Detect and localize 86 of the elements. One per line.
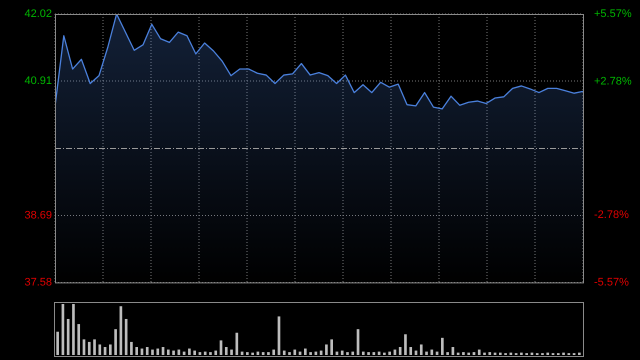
bar [235, 332, 238, 355]
bar [93, 339, 96, 355]
bar [420, 344, 423, 355]
bar [124, 318, 128, 355]
bar [82, 339, 86, 355]
bar [256, 352, 260, 355]
bar [472, 352, 476, 355]
bar [66, 318, 70, 355]
bar [430, 350, 434, 355]
bar [425, 352, 428, 355]
bar [394, 350, 396, 355]
bar [330, 339, 334, 355]
y2-tick-label: -5.57% [594, 276, 630, 288]
y-tick-label: 40.91 [24, 75, 52, 88]
bar [452, 347, 454, 355]
bar [209, 352, 212, 355]
bar [436, 352, 438, 355]
bar [77, 324, 80, 355]
bar [314, 352, 318, 355]
bar [309, 352, 312, 355]
bar [378, 352, 380, 355]
bar [230, 350, 233, 355]
bar [178, 350, 180, 355]
bar [267, 352, 270, 355]
bar [293, 350, 296, 355]
bar [272, 350, 276, 355]
y2-tick-label: +5.57% [594, 8, 632, 20]
bar [88, 342, 91, 355]
bar [224, 347, 228, 355]
bar [478, 350, 481, 355]
bar [404, 334, 407, 355]
bar [109, 344, 112, 355]
bar [220, 340, 222, 355]
bar [304, 348, 307, 355]
bar [156, 348, 160, 355]
bar [488, 352, 492, 355]
bar [336, 352, 338, 355]
y-tick-label: 37.58 [24, 276, 52, 288]
bar [320, 350, 322, 355]
bar [182, 352, 186, 355]
bar [362, 352, 365, 355]
bar [120, 306, 122, 355]
bar [414, 350, 418, 355]
bar [325, 344, 328, 355]
bar [298, 352, 302, 355]
bar [278, 316, 280, 355]
bar [135, 347, 138, 355]
bar [166, 350, 170, 355]
bar [388, 352, 391, 355]
bar [372, 352, 376, 355]
bar [240, 352, 244, 355]
bar [351, 352, 354, 355]
bar [98, 344, 102, 355]
bar [130, 342, 133, 355]
y-tick-label: 38.69 [24, 209, 52, 222]
bar [441, 338, 444, 355]
bar [151, 350, 154, 355]
bar [114, 329, 117, 355]
bar [340, 350, 344, 355]
bar [198, 352, 202, 355]
bar [246, 352, 249, 355]
bar [288, 352, 291, 355]
bar [356, 329, 360, 355]
bar [204, 352, 207, 355]
y2-tick-label: +2.78% [594, 75, 632, 88]
bar [462, 352, 465, 355]
bar [409, 347, 412, 355]
bar [367, 352, 370, 355]
bar [62, 304, 64, 355]
bar [262, 352, 264, 355]
bar [193, 350, 196, 355]
bar [188, 348, 191, 355]
bar [56, 332, 59, 355]
bar [398, 347, 402, 355]
bar [140, 348, 144, 355]
bar [214, 350, 218, 355]
bar [346, 352, 349, 355]
bar [446, 352, 449, 355]
bar [72, 304, 75, 355]
bar [162, 347, 164, 355]
bar [172, 350, 175, 355]
bar [146, 347, 149, 355]
y2-tick-label: -2.78% [594, 209, 630, 222]
y-tick-label: 42.02 [24, 8, 52, 20]
bar [282, 350, 286, 355]
bar [104, 347, 106, 355]
